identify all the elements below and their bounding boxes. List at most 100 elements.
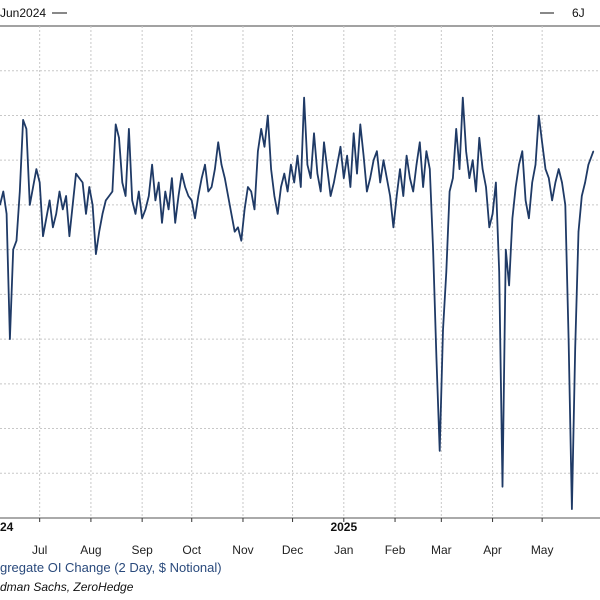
data-point [187, 195, 190, 197]
data-point [534, 164, 537, 166]
data-point [508, 284, 510, 287]
data-point [121, 181, 123, 184]
data-point [468, 177, 471, 179]
data-point [455, 128, 457, 130]
data-point [95, 253, 97, 255]
data-point [184, 186, 186, 188]
data-point [310, 177, 312, 179]
data-point [108, 195, 110, 197]
data-point [392, 226, 394, 228]
data-point [472, 159, 474, 161]
data-point [0, 204, 1, 206]
data-point [72, 204, 74, 206]
header-date-right: 6J [572, 6, 585, 20]
data-point [300, 186, 302, 188]
x-tick-label: Oct [182, 543, 201, 557]
data-point [280, 186, 282, 188]
data-point [577, 231, 580, 233]
data-point [396, 195, 398, 197]
data-point [32, 186, 34, 188]
year-labels: 24 2025 [0, 520, 357, 534]
data-point [551, 199, 553, 202]
data-point [141, 217, 143, 219]
data-point [257, 150, 259, 152]
data-point [316, 173, 318, 175]
data-point [379, 181, 381, 184]
data-point [343, 177, 345, 179]
data-point [548, 177, 550, 179]
data-point [458, 168, 461, 170]
x-tick-label: Apr [483, 543, 502, 557]
data-point [204, 164, 206, 166]
data-point [290, 164, 292, 166]
data-point [448, 190, 451, 193]
data-point [65, 195, 67, 197]
data-point [349, 186, 352, 188]
data-point [191, 199, 193, 202]
data-point [521, 150, 523, 152]
data-point [161, 222, 163, 224]
data-point [587, 164, 590, 166]
data-point [85, 213, 87, 215]
data-point [339, 146, 342, 148]
data-point [336, 164, 338, 166]
data-point [148, 195, 150, 197]
data-point [277, 213, 279, 215]
data-point [488, 226, 490, 228]
data-point [409, 177, 411, 179]
data-point [415, 164, 418, 166]
data-point [505, 249, 507, 251]
data-point [2, 190, 4, 193]
data-point [98, 231, 100, 233]
data-point [75, 173, 77, 175]
data-point [445, 271, 447, 273]
data-point [584, 181, 586, 184]
x-tick-label: Nov [232, 543, 253, 557]
data-point [181, 173, 183, 175]
data-point [435, 356, 437, 358]
data-point [214, 168, 216, 170]
data-point [386, 177, 388, 179]
data-point [131, 199, 133, 202]
data-point [515, 186, 517, 188]
data-point [253, 208, 256, 210]
data-point [35, 168, 37, 170]
data-point [313, 132, 315, 134]
data-point [125, 195, 127, 197]
data-point [115, 123, 117, 125]
data-point [128, 128, 130, 130]
data-point [495, 181, 497, 184]
data-point [432, 249, 434, 251]
data-point [452, 177, 454, 179]
data-point [422, 186, 424, 188]
data-point [442, 329, 444, 331]
data-point [366, 190, 368, 193]
data-point [62, 208, 64, 210]
data-point [217, 141, 219, 143]
data-point [6, 213, 8, 215]
x-tick-label: Jul [32, 543, 47, 557]
data-point [244, 208, 246, 210]
data-point [207, 190, 209, 193]
data-point [574, 347, 576, 349]
data-point [48, 199, 51, 202]
data-point [303, 96, 305, 99]
data-point [78, 177, 80, 179]
data-point [525, 199, 527, 202]
data-point [389, 195, 391, 197]
data-point [15, 240, 18, 242]
data-point [247, 186, 249, 188]
data-point [558, 168, 560, 170]
data-point [478, 137, 480, 139]
data-point [9, 338, 11, 340]
data-point [220, 164, 223, 166]
data-point [399, 168, 401, 170]
data-point [531, 181, 533, 184]
data-point [263, 146, 266, 148]
data-point [201, 177, 203, 179]
data-point [356, 173, 358, 175]
data-point [194, 217, 196, 219]
data-point [234, 231, 236, 233]
data-point [482, 168, 484, 170]
data-point [134, 213, 137, 215]
